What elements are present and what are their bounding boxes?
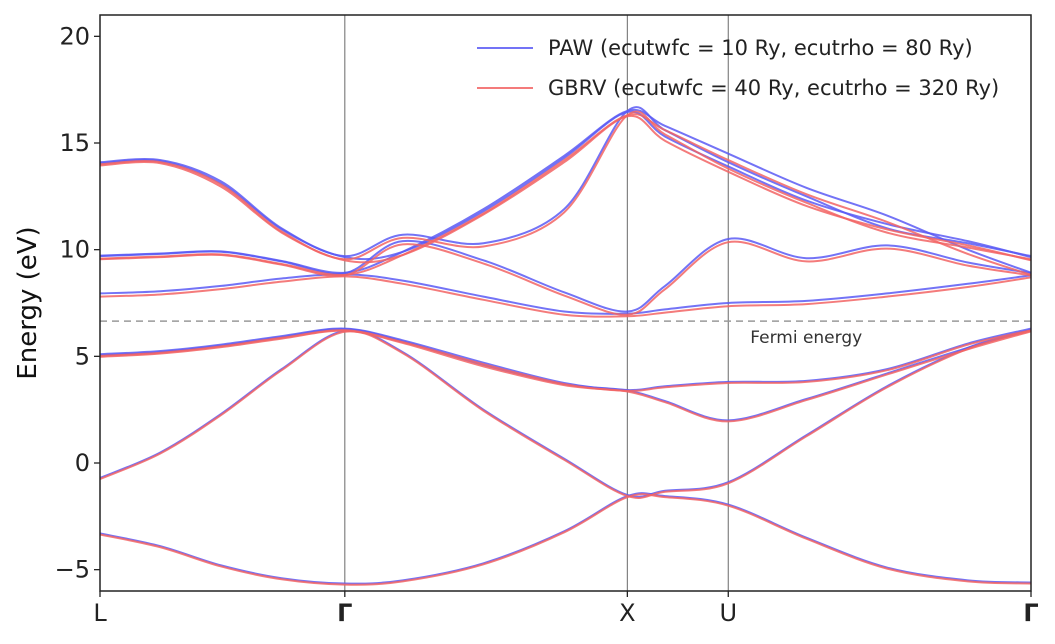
legend-label: GBRV (ecutwfc = 40 Ry, ecutrho = 320 Ry) <box>548 76 999 100</box>
band-line <box>99 110 1032 261</box>
band-line <box>99 329 1032 392</box>
x-tick-label: U <box>719 599 737 627</box>
band-series <box>99 106 1032 586</box>
legend: PAW (ecutwfc = 10 Ry, ecutrho = 80 Ry) GB… <box>477 36 999 100</box>
band-line <box>99 110 1032 261</box>
y-tick-label: 10 <box>59 236 90 264</box>
high-symmetry-lines <box>344 15 729 591</box>
band-line <box>99 328 1032 498</box>
band-line <box>99 113 1032 276</box>
band-line <box>99 106 1032 258</box>
x-tick-label: Γ <box>1023 599 1038 627</box>
y-axis-ticks: −5 0 5 10 15 20 <box>55 22 100 584</box>
band-line <box>99 275 1032 318</box>
band-line <box>99 108 1032 274</box>
x-tick-label: L <box>93 599 107 627</box>
y-tick-label: 5 <box>75 342 90 370</box>
x-tick-label: X <box>619 599 635 627</box>
band-line <box>99 327 1032 392</box>
plot-frame <box>99 14 1032 592</box>
legend-label: PAW (ecutwfc = 10 Ry, ecutrho = 80 Ry) <box>548 36 973 60</box>
y-tick-label: 15 <box>59 129 90 157</box>
y-tick-label: −5 <box>55 556 90 584</box>
x-tick-label: Γ <box>337 599 352 627</box>
y-axis-label: Energy (eV) <box>13 226 43 379</box>
fermi-label: Fermi energy <box>750 328 862 348</box>
series-gbrv <box>99 110 1032 586</box>
fermi-level: Fermi energy <box>100 320 1031 348</box>
y-tick-label: 0 <box>75 449 90 477</box>
band-line <box>99 114 1032 264</box>
y-tick-label: 20 <box>59 22 90 50</box>
band-line <box>99 493 1032 586</box>
band-line <box>99 329 1032 499</box>
band-line <box>99 273 1032 315</box>
